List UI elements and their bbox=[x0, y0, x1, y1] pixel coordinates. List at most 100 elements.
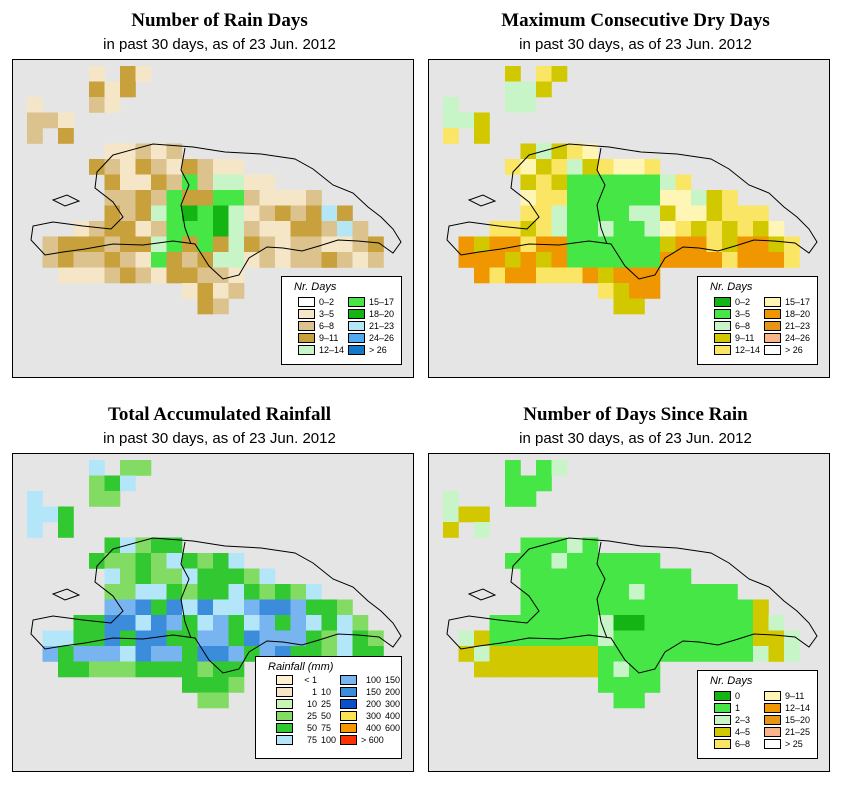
grid-cell bbox=[458, 252, 475, 268]
legend-swatch bbox=[276, 675, 293, 685]
grid-cell bbox=[520, 646, 537, 662]
grid-cell bbox=[536, 66, 552, 82]
grid-cell bbox=[706, 646, 723, 662]
panel-subtitle: in past 30 days, as of 23 Jun. 2012 bbox=[103, 36, 336, 53]
grid-cell bbox=[520, 568, 537, 585]
grid-cell bbox=[551, 630, 568, 647]
grid-cell bbox=[151, 190, 167, 206]
legend-label: 21–23 bbox=[785, 321, 811, 331]
panel-title: Number of Rain Days bbox=[131, 10, 308, 31]
grid-cell bbox=[89, 491, 105, 507]
grid-cell bbox=[613, 568, 630, 585]
grid-cell bbox=[182, 630, 198, 647]
grid-cell bbox=[58, 630, 74, 647]
grid-cell bbox=[644, 677, 661, 693]
grid-cell bbox=[629, 252, 645, 268]
legend-range-high: 150 bbox=[385, 675, 401, 685]
grid-cell bbox=[151, 267, 167, 284]
legend-swatch bbox=[340, 735, 357, 745]
grid-cell bbox=[89, 661, 105, 678]
grid-cell bbox=[629, 283, 645, 299]
grid-cell bbox=[505, 661, 521, 678]
legend-swatch bbox=[340, 711, 357, 721]
grid-cell bbox=[706, 615, 723, 631]
grid-cell bbox=[27, 112, 43, 129]
grid-cell bbox=[306, 190, 322, 206]
grid-cell bbox=[259, 584, 276, 600]
grid-cell bbox=[321, 236, 338, 253]
grid-cell bbox=[337, 236, 353, 253]
grid-cell bbox=[582, 599, 599, 616]
grid-cell bbox=[598, 267, 614, 284]
legend-swatch bbox=[348, 345, 365, 355]
grid-cell bbox=[166, 205, 183, 222]
grid-cell bbox=[197, 661, 214, 678]
grid-cell bbox=[321, 615, 338, 631]
grid-cell bbox=[520, 159, 537, 175]
grid-cell bbox=[613, 661, 630, 678]
grid-cell bbox=[551, 190, 568, 206]
grid-cell bbox=[197, 190, 214, 206]
grid-cell bbox=[259, 599, 276, 616]
grid-cell bbox=[89, 252, 105, 268]
grid-cell bbox=[197, 677, 214, 693]
legend-swatch bbox=[340, 687, 357, 697]
grid-cell bbox=[706, 630, 723, 647]
grid-cell bbox=[582, 646, 599, 662]
grid-cell bbox=[306, 615, 322, 631]
grid-cell bbox=[675, 599, 692, 616]
grid-cell bbox=[706, 236, 723, 253]
grid-cell bbox=[536, 221, 552, 237]
grid-cell bbox=[259, 174, 276, 191]
legend-swatch bbox=[764, 345, 781, 355]
grid-cell bbox=[474, 267, 490, 284]
grid-cell bbox=[120, 66, 136, 82]
grid-cell bbox=[182, 677, 198, 693]
grid-cell bbox=[135, 568, 152, 585]
grid-cell bbox=[629, 677, 645, 693]
legend-rain-days: Nr. Days 0–2 3–5 6–8 9–11 12–14 15–17 18–20 21–… bbox=[281, 276, 402, 365]
grid-cell bbox=[89, 553, 105, 569]
grid-cell bbox=[120, 568, 136, 585]
legend-label: > 25 bbox=[785, 739, 803, 749]
grid-cell bbox=[228, 205, 245, 222]
grid-cell bbox=[58, 646, 74, 662]
grid-cell bbox=[505, 491, 521, 507]
grid-cell bbox=[768, 646, 785, 662]
grid-cell bbox=[135, 267, 152, 284]
legend-swatch bbox=[714, 309, 731, 319]
grid-cell bbox=[737, 252, 754, 268]
grid-cell bbox=[691, 630, 707, 647]
grid-cell bbox=[182, 553, 198, 569]
panel-subtitle: in past 30 days, as of 23 Jun. 2012 bbox=[519, 430, 752, 447]
grid-cell bbox=[505, 460, 521, 476]
legend-range-high: 300 bbox=[385, 699, 401, 709]
grid-cell bbox=[644, 553, 661, 569]
grid-cell bbox=[520, 491, 537, 507]
legend-range-high: 600 bbox=[385, 723, 401, 733]
grid-cell bbox=[536, 553, 552, 569]
grid-cell bbox=[213, 159, 229, 175]
grid-cell bbox=[644, 174, 661, 191]
grid-cell bbox=[458, 630, 475, 647]
legend-label: 1 bbox=[735, 703, 741, 713]
grid-cell bbox=[567, 553, 583, 569]
grid-cell bbox=[784, 252, 800, 268]
grid-cell bbox=[753, 630, 769, 647]
panel-title: Number of Days Since Rain bbox=[523, 404, 748, 425]
grid-cell bbox=[505, 267, 521, 284]
legend-label: 18–20 bbox=[785, 309, 811, 319]
legend-range-high: 100 bbox=[321, 735, 337, 745]
grid-cell bbox=[259, 205, 276, 222]
legend-swatch bbox=[764, 691, 781, 701]
grid-cell bbox=[551, 460, 568, 476]
grid-cell bbox=[321, 599, 338, 616]
grid-cell bbox=[135, 584, 152, 600]
grid-cell bbox=[443, 506, 459, 523]
map-grid bbox=[443, 460, 818, 709]
grid-cell bbox=[551, 599, 568, 616]
grid-cell bbox=[104, 475, 121, 492]
grid-cell bbox=[259, 221, 276, 237]
grid-cell bbox=[753, 646, 769, 662]
grid-cell bbox=[582, 661, 599, 678]
